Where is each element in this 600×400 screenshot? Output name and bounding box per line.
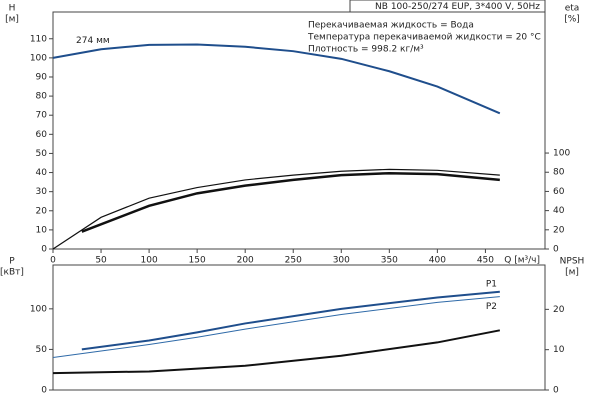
y2-tick-label: 20 [553, 225, 565, 235]
x-label: Q [м³/ч] [504, 256, 540, 266]
y2-tick-label: 0 [553, 245, 559, 255]
y2-tick-label: 60 [553, 187, 565, 197]
plot-frame [52, 264, 546, 391]
y-tick-label: 10 [36, 225, 48, 235]
y-tick-label: 0 [41, 245, 47, 255]
curve [52, 296, 500, 359]
x-tick-label: 300 [333, 256, 350, 266]
y-tick-label: 100 [30, 53, 47, 63]
x-tick-label: 150 [189, 256, 206, 266]
x-tick-label: 450 [477, 256, 494, 266]
y-tick-label: 110 [30, 34, 47, 44]
x-tick-label: 400 [429, 256, 446, 266]
y-tick-label: 100 [30, 304, 47, 314]
y-tick-label: 30 [36, 187, 48, 197]
x-tick-label: 100 [141, 256, 158, 266]
y-tick-label: 50 [36, 149, 48, 159]
y2-tick-label: 100 [553, 149, 570, 159]
y2-tick-label: 80 [553, 168, 565, 178]
y-tick-label: 0 [41, 386, 47, 396]
plot-frame [52, 11, 546, 250]
y-label: P [9, 257, 15, 267]
y-unit: [м] [5, 15, 19, 25]
y2-tick-label: 10 [553, 345, 565, 355]
curve [52, 43, 501, 115]
y-tick-label: 70 [36, 111, 48, 121]
y2-label: eta [565, 4, 580, 14]
y2-unit: [%] [564, 15, 580, 25]
y-tick-label: 40 [36, 168, 48, 178]
y2-label: NPSH [560, 257, 585, 267]
x-tick-label: 0 [50, 256, 56, 266]
y-label: H [9, 4, 16, 14]
y-unit: [кВт] [0, 268, 24, 278]
annotation: Температура перекачиваемой жидкости = 20… [307, 33, 541, 43]
y-tick-label: 20 [36, 206, 48, 216]
annotation: Плотность = 998.2 кг/м³ [308, 45, 424, 55]
annotation: Перекачиваемая жидкость = Вода [308, 21, 474, 31]
curve [81, 290, 500, 351]
y2-tick-label: 0 [553, 386, 559, 396]
y-tick-label: 50 [36, 345, 48, 355]
x-tick-label: 200 [237, 256, 254, 266]
y-tick-label: 80 [36, 92, 48, 102]
x-tick-label: 250 [285, 256, 302, 266]
curve [52, 168, 500, 250]
curve-label: 274 мм [76, 36, 110, 46]
y2-tick-label: 20 [553, 305, 565, 315]
curve-label: P1 [486, 279, 497, 289]
y-tick-label: 60 [36, 130, 48, 140]
y2-tick-label: 40 [553, 206, 565, 216]
y-tick-label: 90 [36, 72, 48, 82]
x-tick-label: 50 [95, 256, 107, 266]
header: NB 100-250/274 EUP, 3*400 V, 50Hz [375, 2, 540, 12]
curve [81, 171, 500, 233]
y2-unit: [м] [565, 268, 579, 278]
x-tick-label: 350 [381, 256, 398, 266]
curve [52, 329, 501, 375]
curve-label: P2 [486, 302, 497, 312]
